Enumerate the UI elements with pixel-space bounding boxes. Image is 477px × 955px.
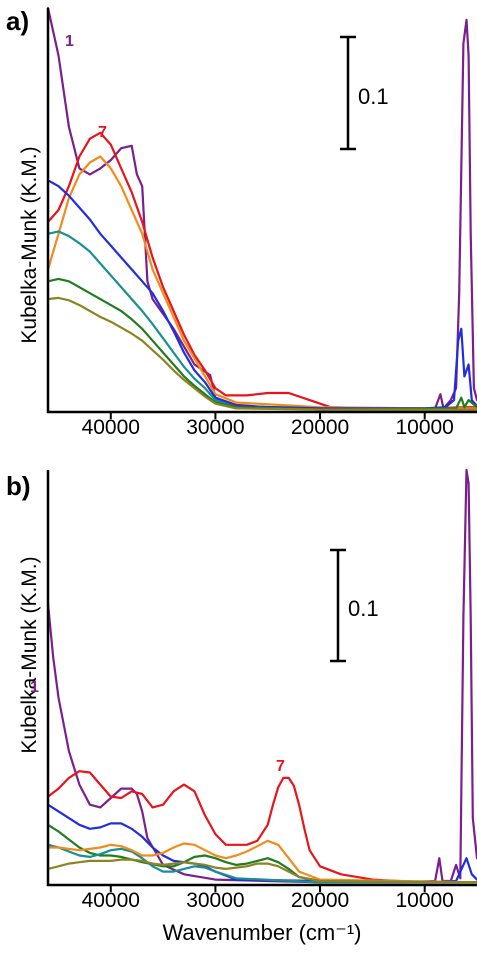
panel-b-scale-bar-label: 0.1 [348, 596, 379, 621]
panel-b-series-line-7 [46, 770, 477, 884]
panel-b-x-axis-label: Wavenumber (cm⁻¹) [162, 920, 361, 945]
panel-a-ticks: 40000 30000 20000 10000 [82, 412, 454, 439]
panel-a-series-line-s4 [46, 230, 477, 411]
panel-a-series [46, 6, 477, 411]
panel-a-scale-bar-label: 0.1 [358, 84, 389, 109]
panel-b-x-tick-label-30000: 30000 [186, 889, 244, 912]
panel-a: a) 40000 30000 20000 10000 Kubelka-Munk (K.… [6, 6, 477, 439]
panel-a-series-line-7 [46, 131, 477, 410]
panel-a-annotation-1: 1 [65, 33, 74, 50]
panel-a-series-line-1 [46, 6, 477, 411]
panel-a-x-tick-label-40000: 40000 [82, 416, 140, 439]
panel-b-series-line-s5 [46, 839, 477, 884]
panel-a-series-line-s2 [46, 155, 477, 410]
panel-b-x-tick-label-40000: 40000 [82, 889, 140, 912]
panel-b-x-tick-label-20000: 20000 [291, 889, 349, 912]
panel-a-y-axis-label: Kubelka-Munk (K.M.) [18, 146, 41, 343]
panel-a-series-line-s3 [46, 179, 477, 410]
panel-a-label: a) [6, 6, 29, 36]
panel-b-y-axis-label: Kubelka-Munk (K.M.) [18, 556, 41, 753]
panel-a-axes [46, 8, 477, 414]
panel-a-x-tick-label-10000: 10000 [395, 416, 453, 439]
panel-b-series-line-s2 [46, 803, 477, 884]
panel-b-scale-bar: 0.1 [330, 548, 379, 663]
panel-a-scale-bar: 0.1 [340, 35, 389, 151]
panel-b-series-line-s6 [46, 858, 477, 884]
panel-b-annotation-7: 7 [276, 758, 285, 775]
panel-a-x-tick-label-20000: 20000 [291, 416, 349, 439]
panel-a-series-line-s6 [46, 296, 477, 411]
panel-b-series-line-s3 [46, 823, 477, 884]
panel-a-x-tick-label-30000: 30000 [186, 416, 244, 439]
panel-b-x-tick-label-10000: 10000 [395, 889, 453, 912]
panel-b: b) 40000 30000 20000 10000 Kubelka-Munk (K.… [6, 468, 477, 945]
panel-b-ticks: 40000 30000 20000 10000 [82, 885, 454, 912]
panel-b-series-line-1 [46, 468, 477, 884]
panel-a-annotation-7: 7 [98, 124, 107, 141]
panel-b-label: b) [6, 471, 31, 501]
panel-b-annotation-1: 1 [30, 679, 39, 696]
panel-a-series-line-s5 [46, 277, 477, 411]
panel-b-series [46, 468, 477, 884]
panel-b-axes [46, 470, 477, 887]
